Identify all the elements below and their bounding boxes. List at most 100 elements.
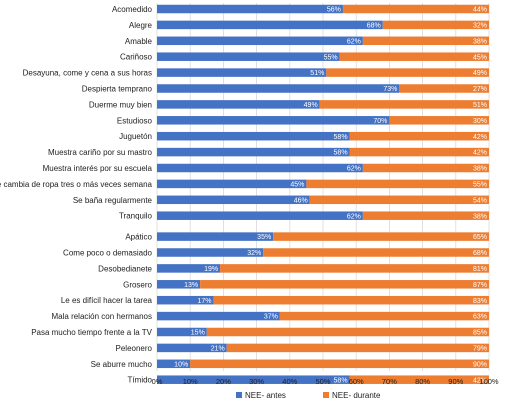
bar-segment — [273, 232, 489, 241]
category-label: Alegre — [129, 21, 153, 30]
bar-data-label: 32% — [247, 250, 261, 257]
x-tick-label: 40% — [282, 377, 297, 386]
bar-data-label: 45% — [290, 182, 304, 189]
bar-segment — [157, 68, 327, 77]
bar-segment — [157, 163, 363, 173]
bar-segment — [399, 84, 489, 93]
bar-segment — [157, 84, 400, 93]
bar-data-label: 42% — [473, 377, 487, 384]
x-tick-label: 50% — [315, 377, 330, 386]
bar-data-label: 54% — [473, 197, 487, 204]
bar-segment — [362, 211, 489, 220]
bar-data-label: 68% — [367, 23, 381, 30]
bar-data-label: 83% — [473, 298, 487, 305]
bar-segment — [362, 163, 489, 173]
bar-segment — [319, 100, 489, 109]
bar-data-label: 63% — [473, 314, 487, 321]
bar-segment — [157, 311, 280, 321]
category-label: Se aburre mucho — [91, 360, 153, 369]
bar-segment — [349, 147, 489, 157]
bar-segment — [220, 264, 489, 273]
x-tick-labels-layer: 0% 10% 20% 30% 40% 50% 60% 70% 80% 90% 100% — [152, 377, 499, 386]
bar-data-label: 38% — [473, 213, 487, 220]
bar-segment — [157, 195, 310, 205]
category-label: Pasa mucho tiempo frente a la TV — [31, 328, 152, 337]
bar-data-label: 38% — [473, 166, 487, 173]
bar-segment — [306, 179, 489, 189]
bar-data-label: 58% — [334, 134, 348, 141]
category-label: Despierta temprano — [82, 85, 153, 94]
bar-segment — [349, 131, 489, 141]
bar-segment — [157, 295, 214, 305]
bar-segment — [157, 375, 350, 384]
category-label: Apático — [125, 233, 152, 242]
bar-data-label: 62% — [347, 213, 361, 220]
bar-data-label: 30% — [473, 118, 487, 125]
x-tick-label: 90% — [448, 377, 463, 386]
bar-segment — [157, 116, 390, 125]
category-label: Desayuna, come y cena a sus horas — [23, 69, 152, 78]
bar-data-label: 21% — [211, 346, 225, 353]
bar-data-label: 68% — [473, 250, 487, 257]
bar-segment — [339, 52, 489, 61]
category-label: Estudioso — [117, 116, 153, 125]
bar-data-label: 27% — [473, 86, 487, 93]
bar-data-label: 58% — [334, 377, 348, 384]
bar-data-label: 62% — [347, 166, 361, 173]
bar-data-label: 15% — [191, 330, 205, 337]
bar-data-label: 56% — [327, 7, 341, 14]
legend-swatch — [236, 392, 242, 398]
bar-segment — [226, 343, 489, 353]
bar-segment — [263, 248, 489, 257]
legend-label: NEE- antes — [245, 391, 286, 400]
bar-segment — [157, 100, 320, 109]
bar-segment — [157, 36, 363, 46]
category-label: Se cambia de ropa tres o más veces seman… — [0, 180, 153, 189]
bar-data-label: 44% — [473, 7, 487, 14]
bar-data-label: 35% — [257, 234, 271, 241]
bar-data-label: 55% — [473, 182, 487, 189]
bar-segment — [362, 36, 489, 46]
bar-segment — [213, 295, 489, 305]
bar-segment — [382, 20, 489, 30]
category-label: Acomedido — [112, 5, 153, 14]
bar-segment — [349, 375, 489, 384]
bar-segment — [157, 280, 201, 289]
bar-data-label: 90% — [473, 361, 487, 368]
bar-segment — [157, 52, 340, 61]
bar-segment — [342, 4, 489, 14]
bar-data-label: 51% — [473, 102, 487, 109]
legend-label: NEE- durante — [332, 391, 381, 400]
category-label: Desobedianete — [98, 264, 152, 273]
bar-segment — [309, 195, 489, 205]
bar-segment — [157, 248, 264, 257]
bar-data-label: 49% — [304, 102, 318, 109]
bar-segment — [157, 343, 227, 353]
bar-data-label: 55% — [324, 54, 338, 61]
x-tick-label: 0% — [152, 377, 163, 386]
category-label: Grosero — [123, 280, 152, 289]
bar-data-label: 42% — [473, 134, 487, 141]
x-tick-label: 80% — [415, 377, 430, 386]
bar-data-label: 42% — [473, 150, 487, 157]
bar-data-label: 37% — [264, 314, 278, 321]
bar-segment — [157, 131, 350, 141]
bar-segment — [279, 311, 489, 321]
category-label: Tímido — [128, 376, 153, 385]
bar-segment — [157, 359, 191, 369]
category-label: Tranquilo — [119, 212, 153, 221]
bar-segment — [157, 20, 383, 30]
x-tick-label: 60% — [349, 377, 364, 386]
legend-swatch — [323, 392, 329, 398]
bar-data-label: 79% — [473, 346, 487, 353]
bar-data-label: 87% — [473, 282, 487, 289]
bar-data-label: 32% — [473, 23, 487, 30]
bar-segment — [157, 4, 343, 14]
category-label: Muestra cariño por su mastro — [48, 148, 153, 157]
bar-data-label: 46% — [294, 197, 308, 204]
x-tick-label: 100% — [479, 377, 499, 386]
category-label: Muestra interés por su escuela — [43, 164, 153, 173]
bars-layer — [157, 4, 490, 384]
bar-data-label: 13% — [184, 282, 198, 289]
